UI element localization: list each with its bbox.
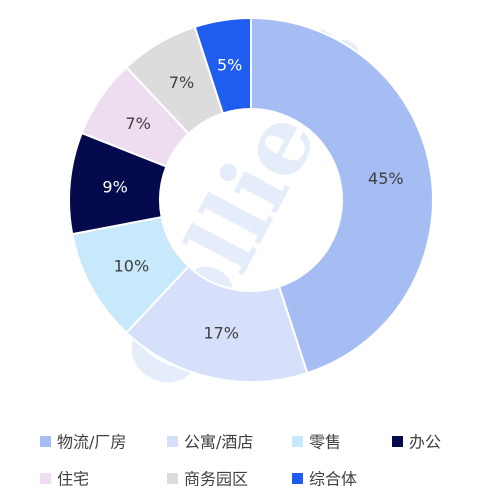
legend-label: 公寓/酒店: [184, 433, 253, 452]
legend-swatch: [292, 473, 303, 484]
data-label: 9%: [102, 178, 127, 197]
legend-swatch: [167, 473, 178, 484]
legend-swatch: [292, 436, 303, 447]
legend-label: 物流/厂房: [57, 433, 126, 452]
legend-swatch: [392, 436, 403, 447]
data-label: 5%: [217, 56, 242, 75]
data-label: 7%: [169, 73, 194, 92]
legend-swatch: [40, 436, 51, 447]
data-label: 10%: [114, 256, 150, 275]
legend-label: 商务园区: [184, 470, 248, 489]
donut-slice: [250, 16, 434, 375]
legend-label: 综合体: [309, 470, 357, 489]
legend-swatch: [40, 473, 51, 484]
legend-label: 住宅: [57, 470, 89, 489]
legend-label: 办公: [409, 433, 441, 452]
data-label: 7%: [125, 114, 150, 133]
legend-label: 零售: [309, 433, 341, 452]
data-label: 17%: [203, 324, 239, 343]
legend-swatch: [167, 436, 178, 447]
donut-slice: [124, 264, 309, 383]
data-label: 45%: [368, 169, 404, 188]
donut-slice: [193, 16, 252, 115]
